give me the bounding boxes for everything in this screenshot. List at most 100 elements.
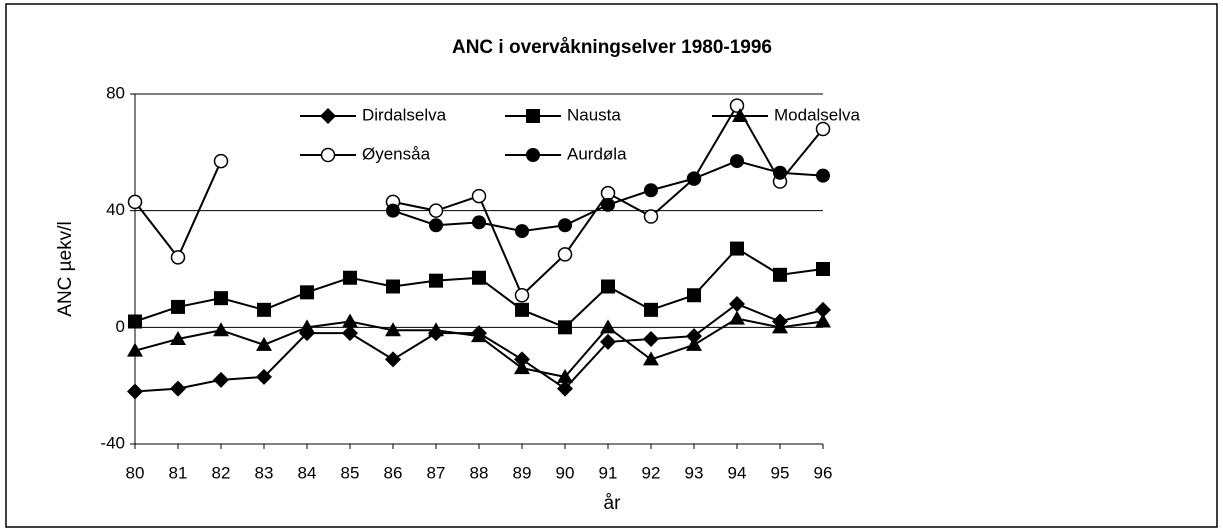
point (601, 197, 615, 212)
point (171, 299, 185, 314)
point (601, 279, 615, 294)
legend-marker (320, 108, 336, 124)
point (729, 296, 745, 312)
point (386, 279, 400, 294)
point (213, 322, 229, 337)
point (257, 302, 271, 317)
point (687, 288, 701, 303)
y-axis-label: ANC µekv/l (55, 221, 76, 316)
x-tick-label: 84 (298, 463, 317, 482)
point (343, 270, 357, 285)
point (643, 331, 659, 347)
x-tick-label: 92 (642, 463, 661, 482)
point (557, 380, 573, 397)
point (557, 247, 573, 262)
point (213, 153, 229, 169)
x-tick-label: 85 (341, 463, 360, 482)
y-tick-label: -40 (100, 433, 125, 452)
point (256, 368, 272, 385)
legend-marker (526, 148, 540, 162)
point (428, 203, 444, 218)
x-tick-label: 81 (169, 463, 188, 482)
point (429, 218, 443, 233)
x-tick-label: 87 (427, 463, 446, 482)
point (213, 371, 229, 388)
point (127, 383, 143, 400)
point (515, 302, 529, 317)
x-tick-label: 80 (126, 463, 145, 482)
point (471, 328, 487, 343)
legend-label: Dirdalselva (362, 105, 447, 124)
point (515, 224, 529, 239)
point (816, 262, 830, 276)
point (342, 325, 358, 342)
legend-marker (732, 108, 748, 122)
x-tick-label: 91 (599, 463, 618, 482)
point (600, 319, 616, 334)
point (342, 313, 358, 328)
point (815, 301, 831, 318)
x-tick-label: 86 (384, 463, 403, 482)
x-axis-label: år (604, 493, 622, 514)
x-tick-label: 82 (212, 463, 231, 482)
point (472, 270, 486, 285)
point (127, 194, 143, 210)
point (773, 267, 787, 282)
point (644, 302, 658, 317)
point (170, 250, 186, 265)
x-tick-label: 95 (771, 463, 790, 482)
point (729, 98, 745, 113)
point (385, 351, 401, 368)
point (385, 322, 401, 337)
point (730, 241, 744, 256)
point (600, 185, 616, 201)
point (773, 165, 787, 180)
x-tick-label: 83 (255, 463, 274, 482)
point (300, 285, 314, 300)
x-tick-label: 90 (556, 463, 575, 482)
point (472, 215, 486, 230)
point (772, 319, 788, 334)
point (557, 368, 573, 383)
point (471, 188, 487, 204)
point (686, 328, 702, 345)
point (558, 218, 572, 233)
y-tick-label: 40 (106, 200, 125, 219)
point (299, 319, 315, 334)
point (644, 183, 658, 198)
point (514, 360, 530, 375)
y-tick-label: 0 (116, 317, 125, 336)
point (170, 331, 186, 345)
point (730, 154, 744, 169)
x-tick-label: 88 (470, 463, 489, 482)
point (816, 168, 830, 183)
x-tick-label: 96 (814, 463, 833, 482)
x-tick-label: 93 (685, 463, 704, 482)
point (256, 336, 272, 351)
legend-label: Øyensåa (362, 144, 431, 163)
point (386, 203, 400, 218)
x-tick-label: 89 (513, 463, 532, 482)
legend-label: Modalselva (774, 105, 861, 124)
point (558, 320, 572, 335)
point (729, 310, 745, 325)
point (686, 336, 702, 351)
chart-frame (5, 3, 1218, 528)
legend-marker (320, 147, 336, 163)
point (428, 322, 444, 337)
point (815, 121, 831, 137)
point (600, 333, 616, 350)
point (514, 288, 530, 303)
x-tick-label: 94 (728, 463, 747, 482)
legend-label: Nausta (567, 105, 621, 124)
point (687, 171, 701, 186)
point (815, 313, 831, 328)
point (514, 351, 530, 368)
legend-marker (526, 109, 540, 123)
point (643, 209, 659, 224)
point (643, 351, 659, 366)
chart-title: ANC i overvåkningselver 1980-1996 (452, 37, 772, 58)
point (128, 314, 142, 329)
